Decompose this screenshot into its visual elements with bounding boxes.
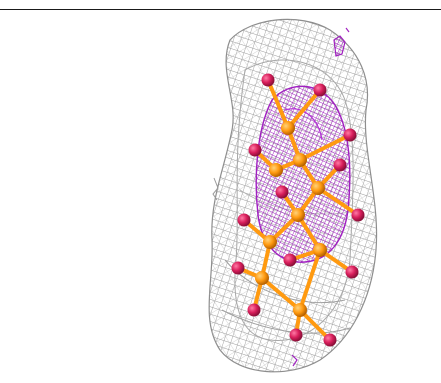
crimson-ligand-atom-icon	[237, 213, 251, 227]
top-divider	[0, 9, 441, 10]
crimson-ligand-atom-icon	[343, 128, 357, 142]
crimson-ligand-atom-icon	[313, 83, 327, 97]
bond-4	[298, 133, 352, 162]
orange-metal-atom-icon	[255, 271, 269, 285]
bond-20	[260, 276, 302, 312]
crimson-ligand-atom-icon	[283, 253, 297, 267]
crimson-ligand-atom-icon	[289, 328, 303, 342]
orange-metal-atom-icon	[281, 121, 295, 135]
orange-metal-atom-icon	[311, 181, 325, 195]
orange-metal-atom-icon	[313, 243, 327, 257]
crimson-ligand-atom-icon	[351, 208, 365, 222]
molecule-viewport[interactable]	[0, 10, 441, 383]
bond-2	[286, 88, 322, 130]
crimson-ligand-atom-icon	[323, 333, 337, 347]
orange-metal-atom-icon	[263, 235, 277, 249]
bond-23	[298, 248, 322, 312]
crimson-ligand-atom-icon	[345, 265, 359, 279]
crimson-ligand-atom-icon	[247, 303, 261, 317]
orange-metal-atom-icon	[293, 153, 307, 167]
bond-1	[266, 78, 290, 130]
bond-9	[316, 186, 360, 217]
orange-metal-atom-icon	[293, 303, 307, 317]
crimson-ligand-atom-icon	[248, 143, 262, 157]
magenta-electron-density-mesh-icon	[255, 27, 351, 367]
crimson-ligand-atom-icon	[275, 185, 289, 199]
crimson-ligand-atom-icon	[231, 261, 245, 275]
atom-set	[231, 73, 365, 347]
orange-metal-atom-icon	[291, 208, 305, 222]
bond-22	[298, 308, 332, 342]
molecule-render	[208, 18, 378, 373]
crimson-ligand-atom-icon	[261, 73, 275, 87]
orange-metal-atom-icon	[269, 163, 283, 177]
crimson-ligand-atom-icon	[333, 158, 347, 172]
